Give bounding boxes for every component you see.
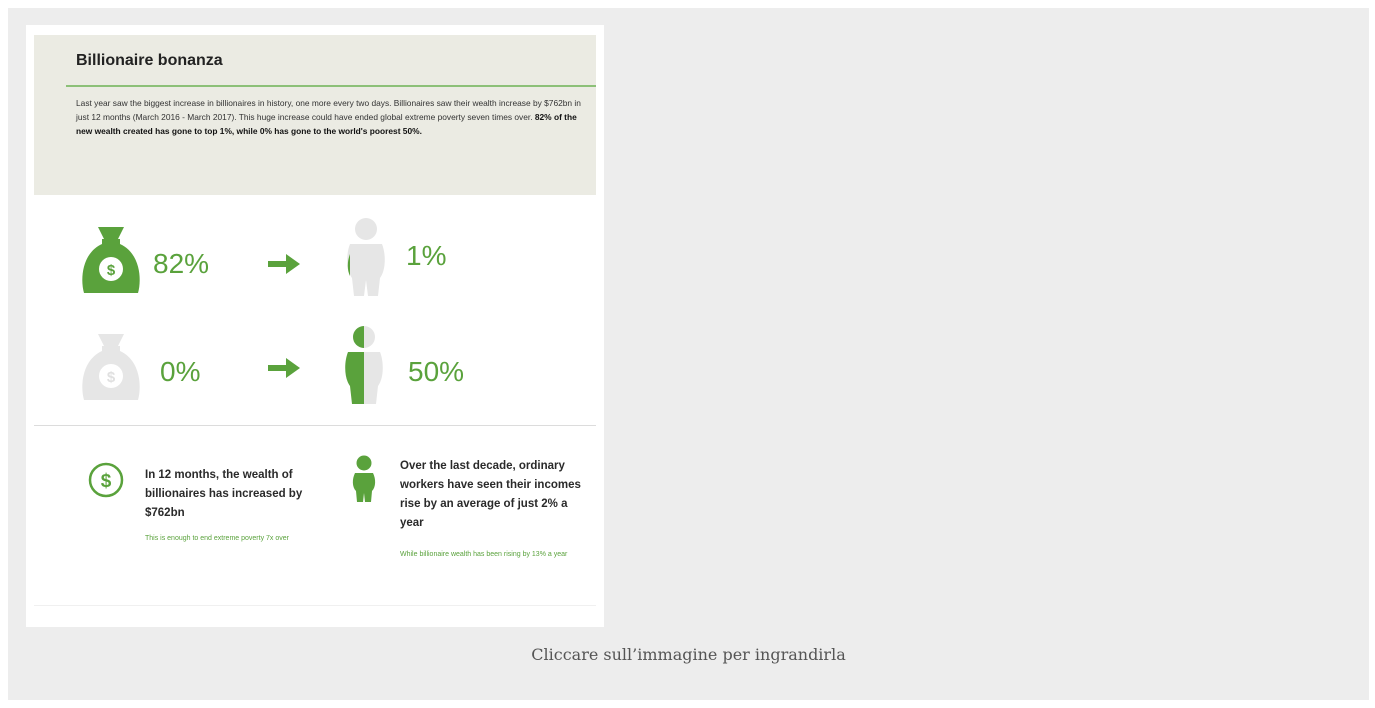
- svg-text:$: $: [107, 369, 116, 386]
- svg-text:$: $: [101, 471, 112, 492]
- arrow-right-icon: [268, 358, 300, 378]
- infographic: Billionaire bonanza Last year saw the bi…: [34, 35, 596, 620]
- person-icon: [347, 218, 385, 296]
- person-icon: [352, 455, 376, 502]
- infographic-title: Billionaire bonanza: [76, 52, 223, 69]
- person-icon: [345, 326, 383, 404]
- money-bag-icon: $: [82, 334, 140, 400]
- image-container: Billionaire bonanza Last year saw the bi…: [8, 8, 1369, 700]
- arrow-right-icon: [268, 254, 300, 274]
- intro-bold-text: 82% of the new wealth created has gone t…: [76, 112, 577, 136]
- fact-note-1: This is enough to end extreme poverty 7x…: [145, 535, 289, 542]
- infographic-image-link[interactable]: Billionaire bonanza Last year saw the bi…: [26, 25, 604, 627]
- fact-headline-2: Over the last decade, ordinary workers h…: [400, 460, 581, 529]
- svg-text:$: $: [107, 262, 116, 279]
- infographic-intro: Last year saw the biggest increase in bi…: [76, 96, 584, 138]
- bottom-divider: [34, 605, 596, 606]
- intro-text: Last year saw the biggest increase in bi…: [76, 98, 581, 122]
- infographic-header: Billionaire bonanza Last year saw the bi…: [34, 35, 596, 195]
- dollar-circle-icon: $: [88, 462, 124, 498]
- title-underline: [66, 85, 596, 87]
- section-divider: [34, 425, 596, 426]
- fact-note-2: While billionaire wealth has been rising…: [400, 551, 568, 558]
- fact-headline-1: In 12 months, the wealth of billionaires…: [145, 469, 303, 519]
- money-bag-icon: $: [82, 227, 140, 293]
- image-caption: Cliccare sull’immagine per ingrandirla: [531, 645, 846, 664]
- wealth-percent-1: 82%: [153, 248, 210, 279]
- wealth-percent-2: 0%: [160, 356, 201, 387]
- people-percent-1: 1%: [406, 240, 447, 271]
- people-percent-2: 50%: [408, 356, 465, 387]
